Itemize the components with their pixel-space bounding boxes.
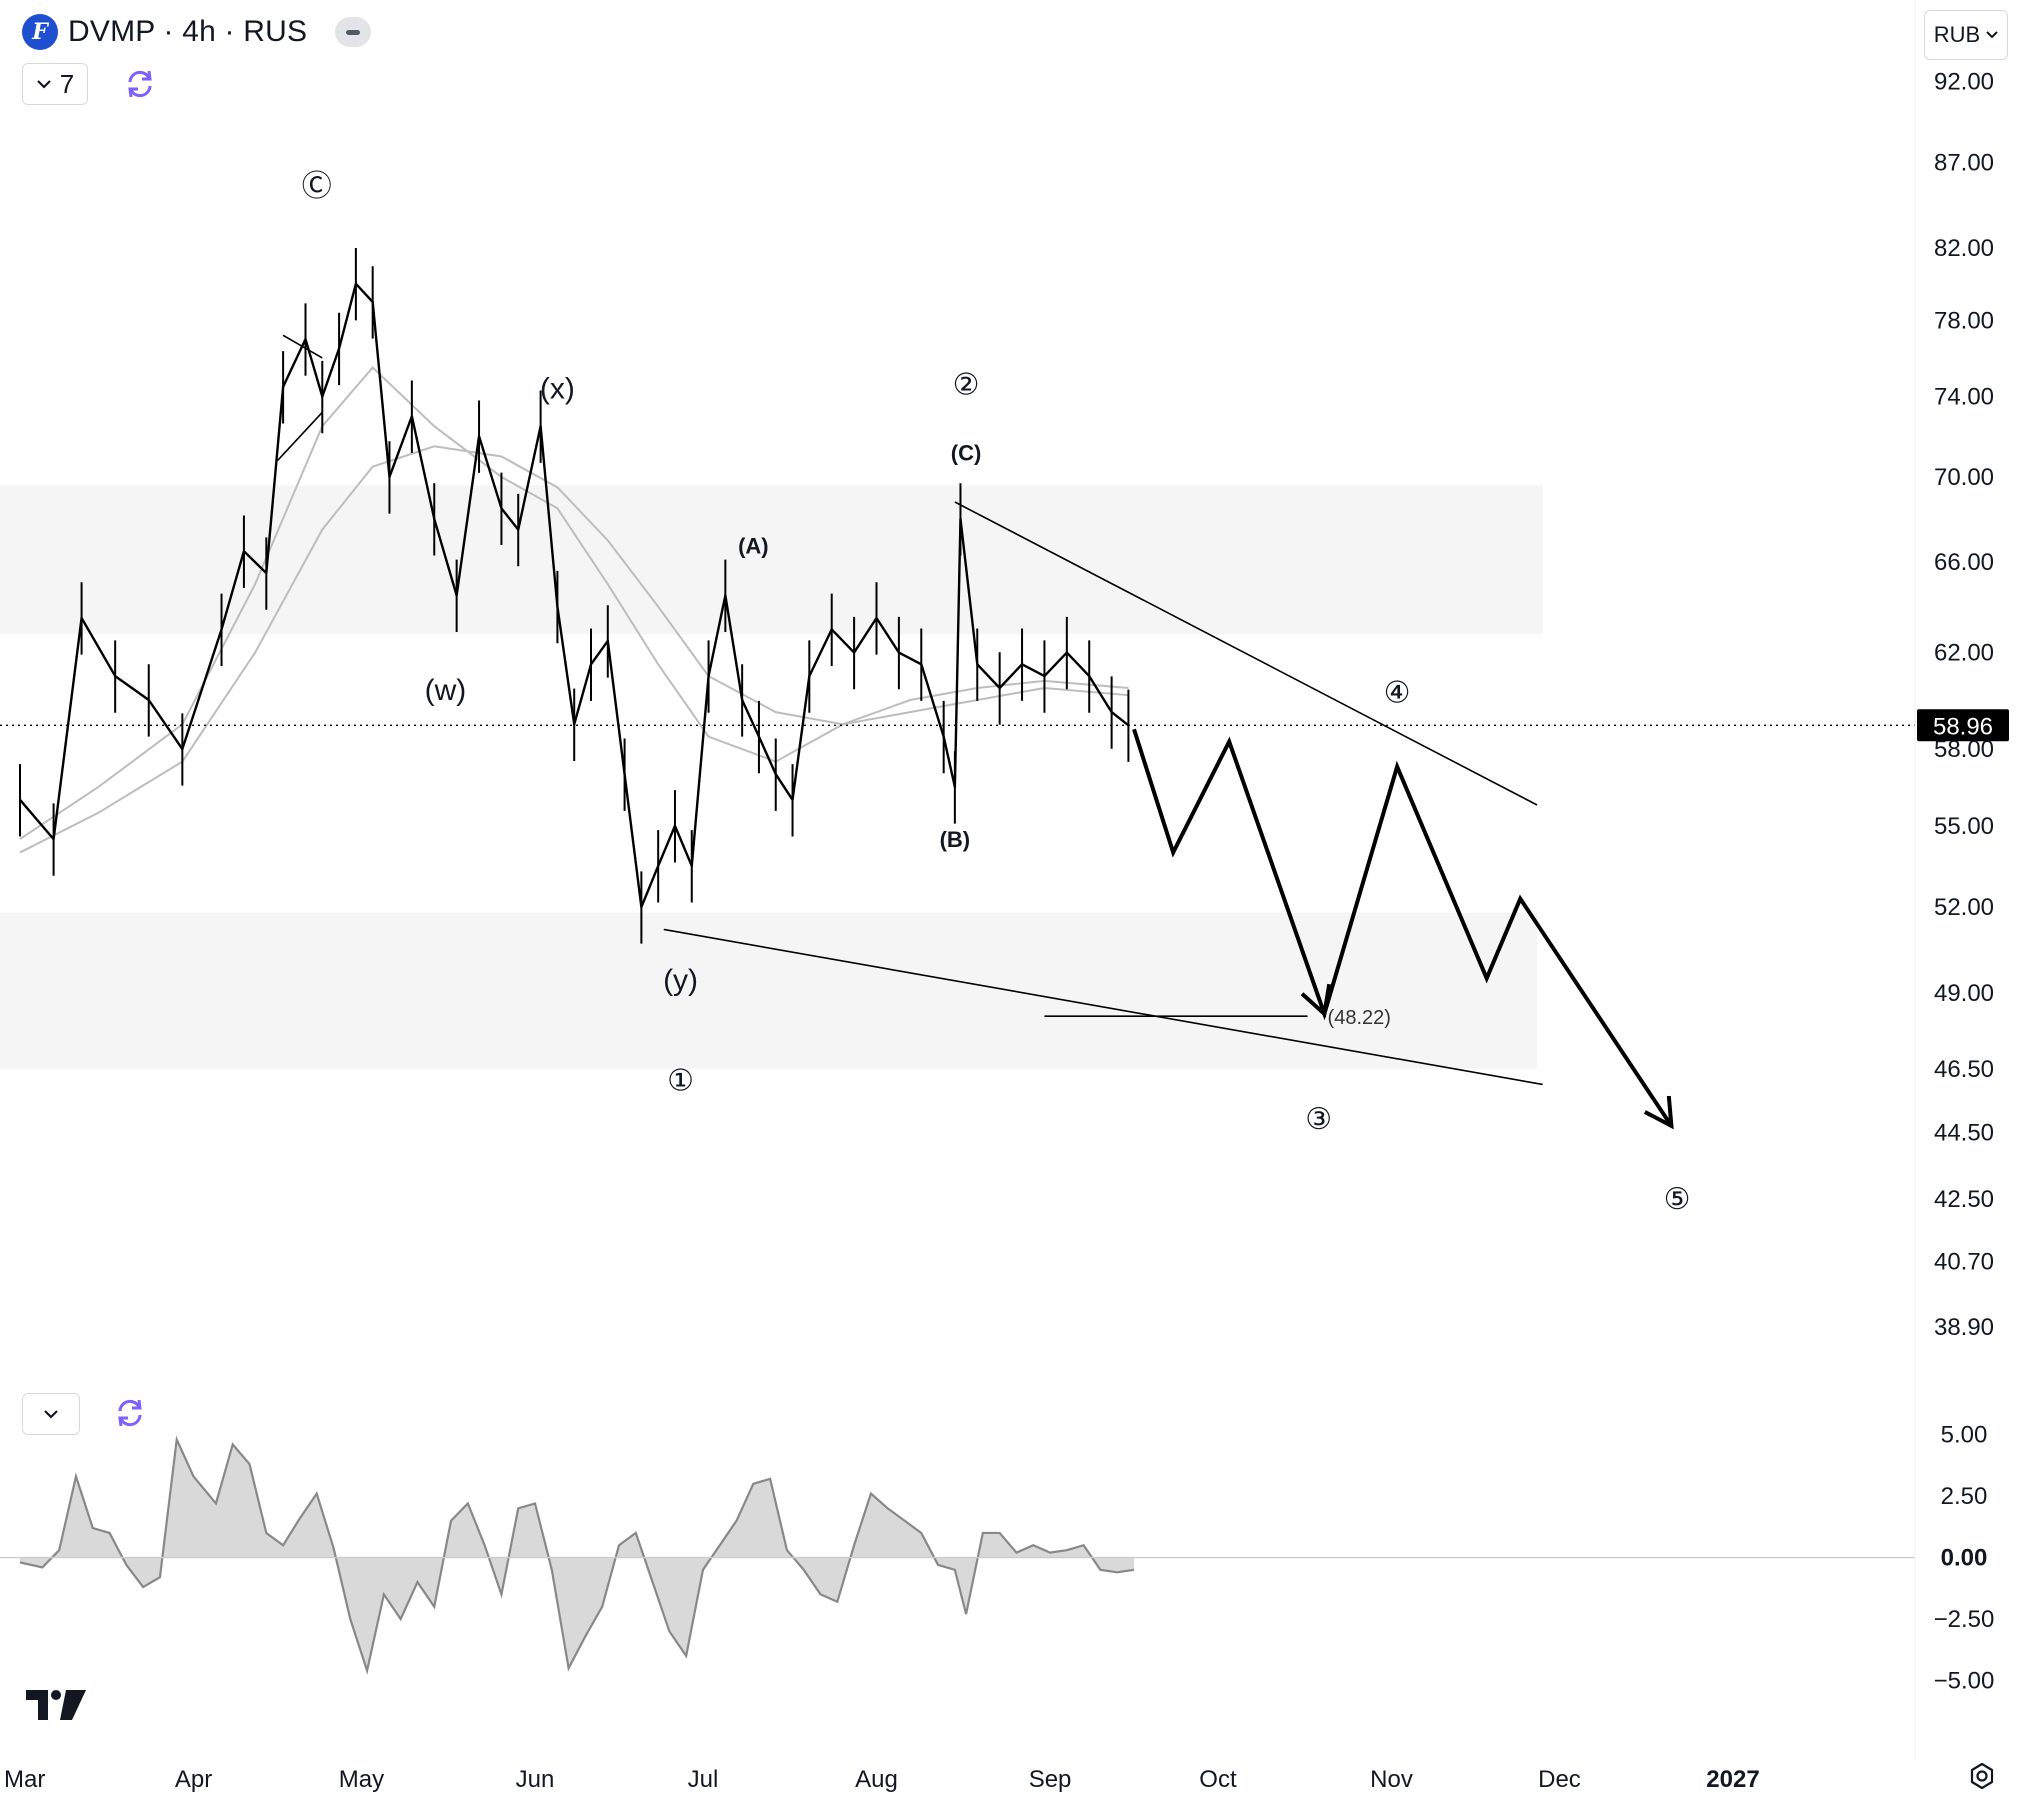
time-axis-tick: Jun (516, 1766, 555, 1793)
tradingview-logo[interactable] (26, 1688, 90, 1727)
price-axis-tick: 52.00 (1934, 894, 1994, 921)
wave-label: Ⓒ (302, 170, 332, 203)
oscillator-axis-tick: −2.50 (1934, 1606, 1995, 1633)
time-axis-tick: Aug (855, 1766, 898, 1793)
wave-label: ③ (1305, 1103, 1332, 1136)
time-axis-tick: Oct (1199, 1766, 1237, 1793)
time-axis-tick: Apr (175, 1766, 212, 1793)
oscillator-line (19, 1435, 1135, 1675)
time-axis-tick: Jul (688, 1766, 719, 1793)
wave-label: ④ (1384, 676, 1411, 709)
oscillator-axis-tick: 0.00 (1941, 1545, 1988, 1572)
price-axis-tick: 55.00 (1934, 813, 1994, 840)
trendline (663, 928, 1543, 1086)
projection-path (1132, 728, 1674, 1128)
moving-average-line (19, 445, 1129, 854)
target-level-label: (48.22) (1328, 1007, 1391, 1029)
price-axis-tick: 92.00 (1934, 69, 1994, 96)
current-price-tag (1917, 709, 2009, 742)
price-axis-tick: 82.00 (1934, 235, 1994, 262)
price-axis-tick: 87.00 (1934, 149, 1994, 176)
price-axis-tick: 74.00 (1934, 384, 1994, 411)
wave-label: (A) (738, 533, 769, 558)
price-axis-tick: 70.00 (1934, 464, 1994, 491)
projection-arrowhead (1300, 983, 1332, 1018)
price-axis-tick: 46.50 (1934, 1056, 1994, 1083)
time-axis-tick: Mar (4, 1766, 45, 1793)
price-axis-tick: 44.50 (1934, 1119, 1994, 1146)
time-axis-tick: May (339, 1766, 384, 1793)
trendline (276, 411, 323, 462)
indicators-collapse-button[interactable]: 7 (22, 63, 88, 105)
oscillator-area (20, 1439, 1135, 1671)
chevron-down-icon (44, 1410, 58, 1419)
price-axis-tick: 62.00 (1934, 640, 1994, 667)
oscillator-refresh-icon[interactable] (110, 1393, 150, 1433)
price-axis-tick: 42.50 (1934, 1186, 1994, 1213)
projection-arrowhead (1643, 1095, 1674, 1130)
oscillator-axis-tick: 5.00 (1941, 1422, 1988, 1449)
trendline (954, 501, 1538, 806)
wave-label: ① (667, 1065, 694, 1098)
currency-selector[interactable]: RUB (1924, 10, 2008, 60)
refresh-icon[interactable] (120, 64, 160, 104)
wave-label: (x) (540, 373, 575, 406)
settings-gear-icon[interactable] (1968, 1762, 1996, 1795)
price-axis-tick: 58.00 (1934, 736, 1994, 763)
currency-label: RUB (1933, 22, 1981, 47)
range-zone (0, 485, 1543, 635)
price-axis-tick: 38.90 (1934, 1314, 1994, 1341)
symbol-logo-icon: F (22, 14, 58, 50)
time-axis-tick: 2027 (1706, 1766, 1759, 1793)
wave-label: (w) (425, 674, 467, 707)
oscillator-axis-tick: −5.00 (1934, 1667, 1995, 1694)
symbol-header: F DVMP · 4h · RUS (22, 12, 372, 52)
symbol-title[interactable]: DVMP · 4h · RUS (68, 15, 308, 48)
wave-label: ② (953, 369, 980, 402)
current-price-label: 58.96 (1933, 713, 1993, 740)
indicator-count: 7 (59, 68, 75, 99)
oscillator-collapse-button[interactable] (22, 1393, 80, 1435)
chevron-down-icon (36, 80, 51, 89)
wave-label: (y) (663, 964, 698, 997)
time-axis-tick: Dec (1538, 1766, 1581, 1793)
trendline (282, 334, 323, 359)
chevron-down-icon (1986, 31, 1998, 39)
price-axis-tick: 40.70 (1934, 1249, 1994, 1276)
oscillator-axis-tick: 2.50 (1941, 1483, 1988, 1510)
time-axis-tick: Nov (1370, 1766, 1413, 1793)
range-zone (0, 912, 1538, 1069)
wave-label: (C) (951, 441, 982, 466)
wave-label: (B) (940, 827, 971, 852)
hide-indicators-button[interactable] (335, 17, 372, 47)
price-axis-tick: 49.00 (1934, 980, 1994, 1007)
price-axis-tick: 66.00 (1934, 549, 1994, 576)
price-axis-tick: 78.00 (1934, 307, 1994, 334)
minus-icon (346, 29, 361, 35)
wave-label: ⑤ (1664, 1183, 1691, 1216)
time-axis-tick: Sep (1029, 1766, 1072, 1793)
